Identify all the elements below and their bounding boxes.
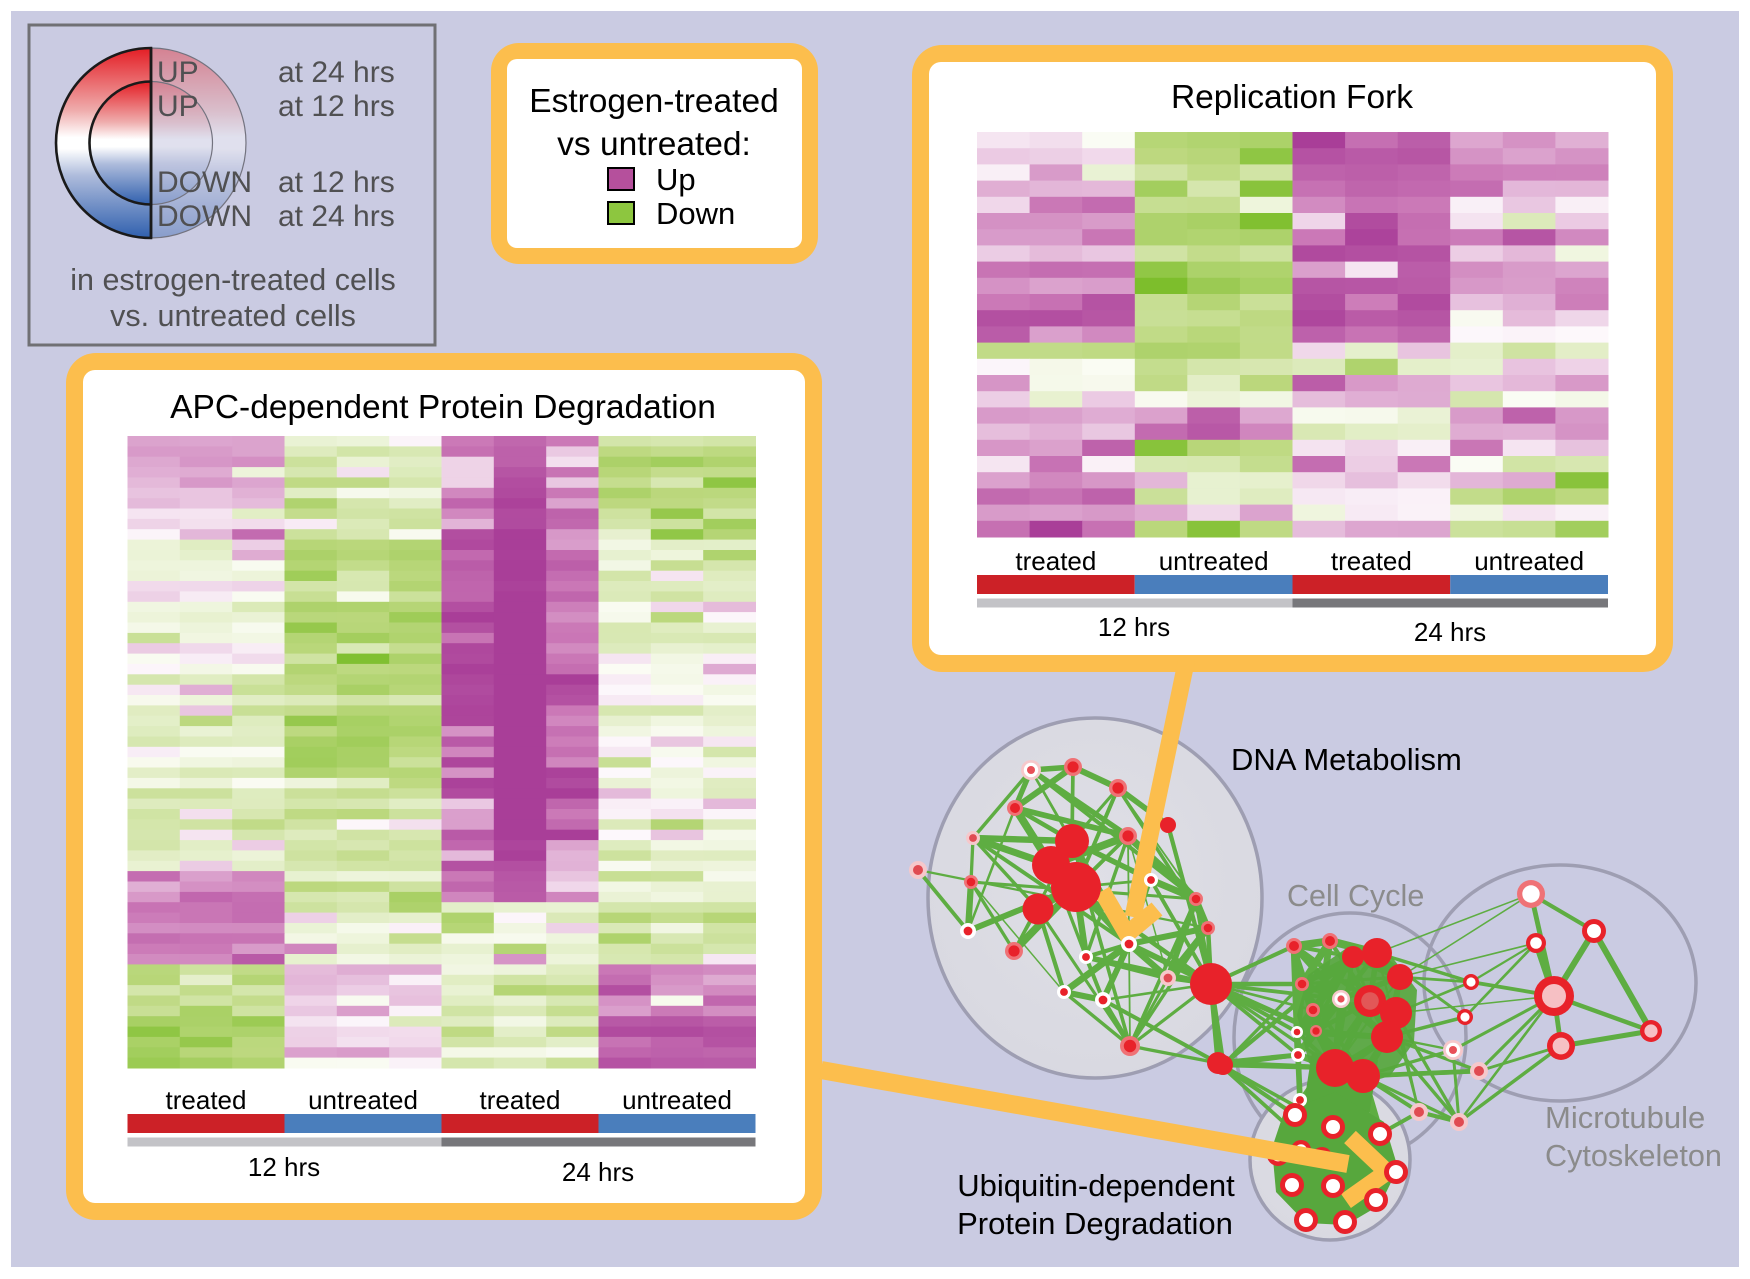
svg-text:Replication Fork: Replication Fork (1171, 79, 1413, 116)
svg-text:12 hrs: 12 hrs (248, 1152, 320, 1182)
svg-text:at 24 hrs: at 24 hrs (278, 56, 395, 89)
svg-text:at 24 hrs: at 24 hrs (278, 200, 395, 233)
svg-text:treated: treated (480, 1085, 561, 1115)
svg-text:UP: UP (157, 56, 199, 89)
svg-text:vs untreated:: vs untreated: (557, 126, 751, 163)
svg-text:12 hrs: 12 hrs (1098, 612, 1170, 642)
svg-text:DOWN: DOWN (157, 200, 252, 233)
svg-text:untreated: untreated (1474, 546, 1584, 576)
svg-text:APC-dependent Protein Degradat: APC-dependent Protein Degradation (170, 389, 716, 426)
svg-text:24 hrs: 24 hrs (562, 1157, 634, 1187)
svg-text:at 12 hrs: at 12 hrs (278, 166, 395, 199)
svg-text:Estrogen-treated: Estrogen-treated (529, 83, 779, 120)
svg-text:in estrogen-treated cells: in estrogen-treated cells (70, 263, 396, 297)
svg-text:Cell Cycle: Cell Cycle (1287, 879, 1424, 913)
svg-text:Cytoskeleton: Cytoskeleton (1545, 1139, 1722, 1173)
svg-text:untreated: untreated (308, 1085, 418, 1115)
svg-text:Microtubule: Microtubule (1545, 1100, 1705, 1135)
svg-text:treated: treated (166, 1085, 247, 1115)
svg-text:UP: UP (157, 90, 199, 123)
svg-text:untreated: untreated (622, 1085, 732, 1115)
svg-text:Down: Down (656, 196, 735, 231)
svg-text:Up: Up (656, 162, 696, 197)
svg-text:DNA Metabolism: DNA Metabolism (1231, 742, 1462, 777)
svg-text:vs. untreated cells: vs. untreated cells (110, 299, 356, 333)
svg-text:Ubiquitin-dependent: Ubiquitin-dependent (957, 1168, 1235, 1203)
svg-text:DOWN: DOWN (157, 166, 252, 199)
svg-text:untreated: untreated (1159, 546, 1269, 576)
svg-text:24 hrs: 24 hrs (1414, 617, 1486, 647)
svg-text:Protein Degradation: Protein Degradation (957, 1206, 1233, 1241)
svg-text:treated: treated (1015, 546, 1096, 576)
svg-text:at 12 hrs: at 12 hrs (278, 90, 395, 123)
svg-text:treated: treated (1331, 546, 1412, 576)
